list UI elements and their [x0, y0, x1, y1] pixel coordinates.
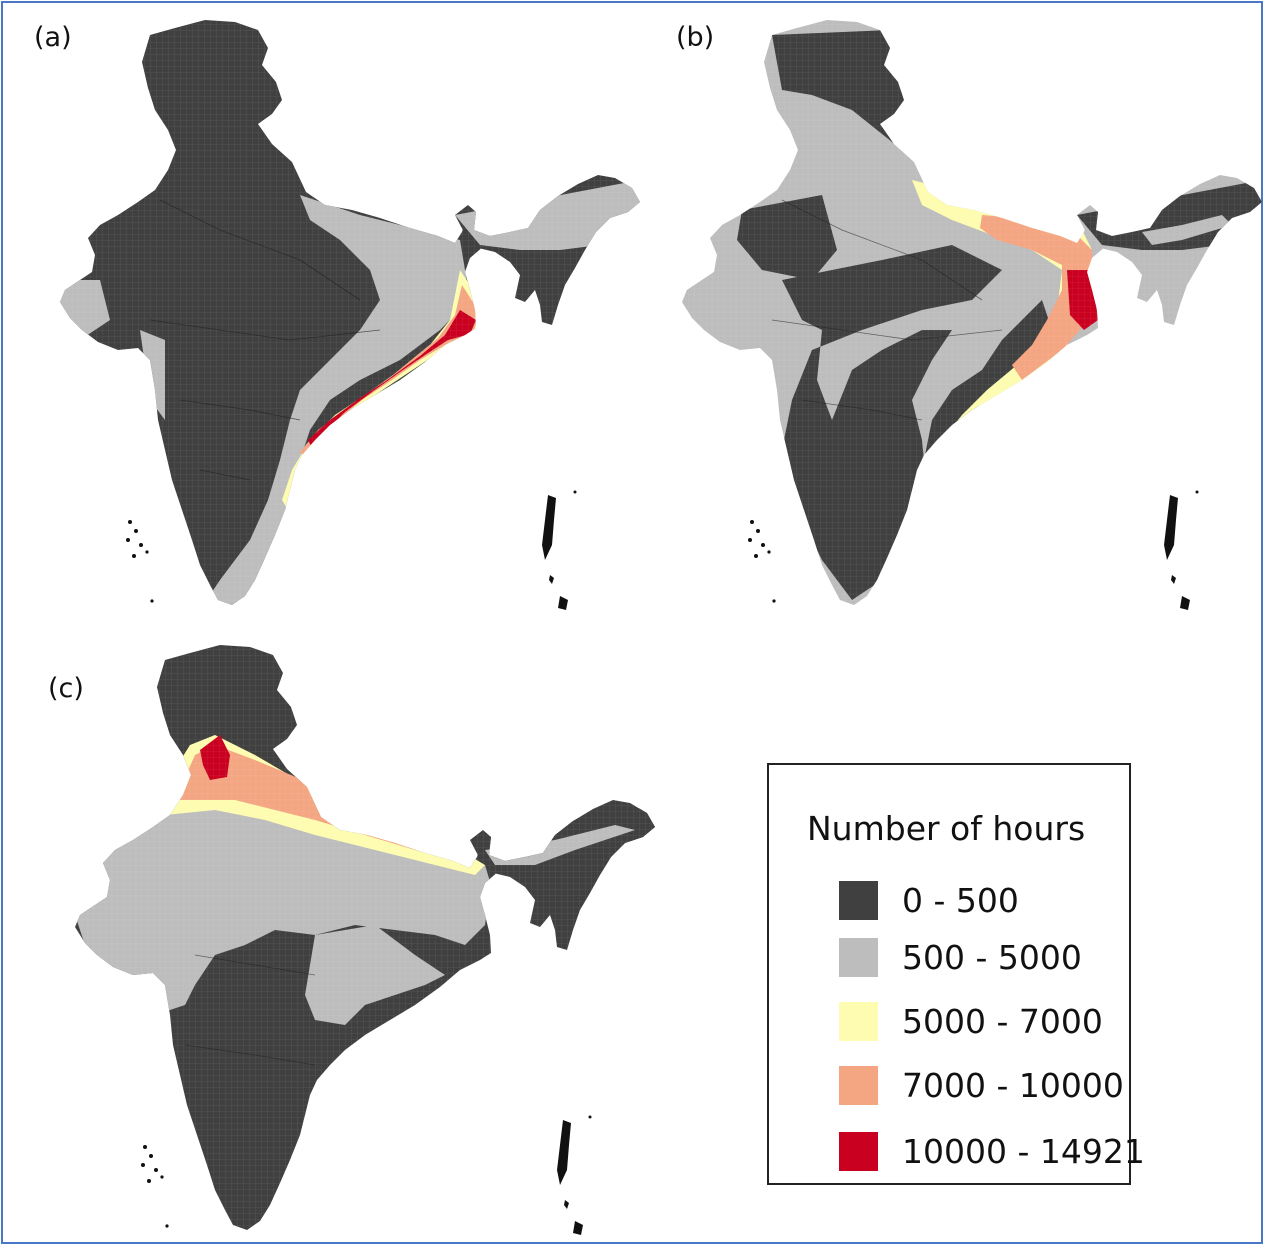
panel-label-a: (a): [34, 22, 72, 53]
legend-swatch: [839, 1131, 878, 1171]
legend-label: 500 - 5000: [902, 937, 1082, 977]
legend-item-7000-10000: 7000 - 10000: [839, 1065, 1124, 1105]
panel-label-b: (b): [676, 22, 715, 53]
legend-swatch: [839, 1065, 878, 1105]
legend-label: 5000 - 7000: [902, 1001, 1103, 1041]
legend-item-500-5000: 500 - 5000: [839, 937, 1082, 977]
legend-item-5000-7000: 5000 - 7000: [839, 1001, 1103, 1041]
legend-swatch: [839, 1001, 878, 1041]
map-panel-a: [60, 20, 640, 610]
legend-item-10000-14921: 10000 - 14921: [839, 1131, 1145, 1171]
legend: Number of hours 0 - 500 500 - 5000 5000 …: [767, 763, 1145, 1185]
legend-swatch: [839, 880, 878, 920]
map-panel-c: [75, 645, 655, 1235]
legend-label: 0 - 500: [902, 880, 1019, 920]
legend-label: 7000 - 10000: [902, 1065, 1124, 1105]
legend-swatch: [839, 937, 878, 977]
legend-item-0-500: 0 - 500: [839, 880, 1019, 920]
panel-label-c: (c): [48, 673, 84, 704]
map-panel-b: [682, 20, 1262, 610]
legend-label: 10000 - 14921: [902, 1131, 1145, 1171]
legend-title: Number of hours: [807, 809, 1086, 848]
